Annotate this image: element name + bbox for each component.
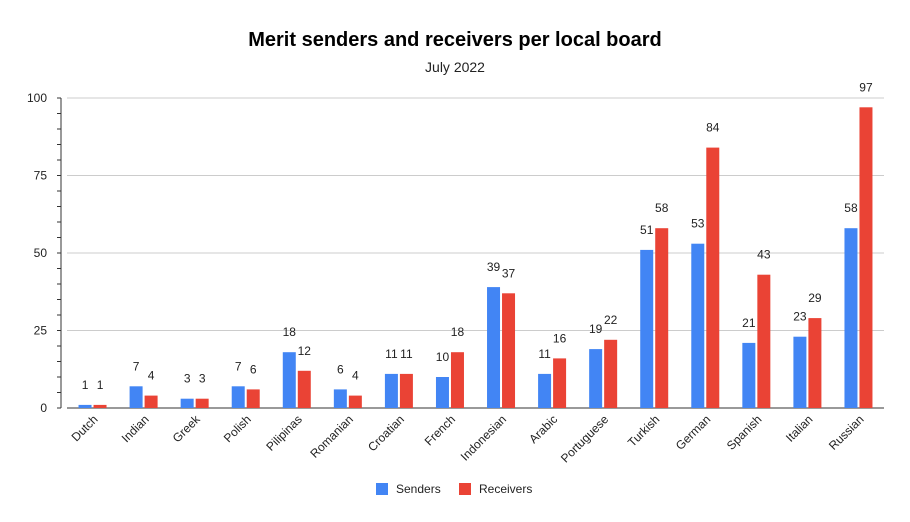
bar-senders [231,386,245,408]
data-label: 7 [235,359,242,373]
data-label: 16 [553,331,567,345]
bar-senders [384,373,398,408]
x-tick-label: Portuguese [558,412,612,466]
y-tick-label: 75 [34,169,48,183]
data-label: 29 [808,291,822,305]
data-label: 10 [436,350,450,364]
x-tick-label: Italian [783,412,816,445]
data-label: 22 [604,313,618,327]
x-tick-label: Russian [826,412,867,453]
bar-receivers [195,398,209,408]
bar-receivers [450,352,464,408]
data-label: 21 [742,316,756,330]
data-label: 11 [538,347,551,361]
y-tick-label: 25 [34,324,48,338]
data-label: 12 [298,344,312,358]
data-label: 6 [337,362,344,376]
data-label: 11 [385,347,398,361]
data-label: 51 [640,223,654,237]
x-tick-label: Greek [170,412,204,446]
data-label: 4 [148,369,155,383]
bar-receivers [706,147,720,408]
legend-swatch-receivers [459,483,471,495]
bar-senders [333,389,347,408]
bar-receivers [399,373,413,408]
bar-senders [282,352,296,408]
bar-senders [793,336,807,408]
bar-senders [538,373,552,408]
data-label: 6 [250,362,257,376]
legend-swatch-senders [376,483,388,495]
bar-receivers [655,228,669,408]
bar-receivers [859,107,873,409]
bar-senders [435,377,449,408]
data-label: 39 [487,260,501,274]
bar-receivers [93,404,107,408]
data-label: 19 [589,322,603,336]
data-label: 43 [757,248,771,262]
gridlines [67,97,884,331]
data-label: 97 [859,80,873,94]
x-tick-label: Arabic [526,412,560,446]
data-label: 37 [502,266,516,280]
x-tick-label: Spanish [724,412,765,453]
bars [78,107,873,409]
x-tick-label: German [673,412,714,453]
data-label: 3 [199,372,206,386]
bar-receivers [144,395,158,408]
x-tick-label: Pilipinas [263,412,305,454]
data-label: 23 [793,310,807,324]
bar-senders [589,349,603,408]
chart-title: Merit senders and receivers per local bo… [248,29,662,51]
bar-senders [640,249,654,408]
data-label: 3 [184,372,191,386]
bar-senders [487,287,501,408]
bar-receivers [808,318,822,408]
legend-label-senders: Senders [396,482,441,496]
data-label: 1 [82,378,89,392]
x-tick-label: Polish [221,412,254,445]
data-label: 18 [451,325,465,339]
data-label: 7 [133,359,140,373]
bar-receivers [757,274,771,408]
y-tick-label: 100 [27,91,47,105]
category-labels: Dutch Indian Greek Polish Pilipinas Romanian C… [69,412,867,466]
bar-receivers [246,389,260,408]
data-label: 11 [400,347,413,361]
bar-receivers [502,293,516,408]
x-tick-label: Turkish [625,412,662,449]
bar-senders [844,228,858,408]
bar-receivers [297,370,311,408]
data-label: 4 [352,369,359,383]
bar-senders [129,386,143,408]
bar-senders [742,342,756,408]
legend: Senders Receivers [376,482,532,496]
x-tick-label: French [422,412,458,448]
x-tick-label: Croatian [365,412,407,454]
x-tick-label: Dutch [69,412,101,444]
bar-senders [180,398,194,408]
bar-senders [691,243,705,408]
y-tick-label: 0 [40,401,47,415]
bar-receivers [348,395,362,408]
bar-receivers [604,339,618,408]
data-label: 18 [283,325,297,339]
data-label: 58 [844,201,858,215]
x-tick-label: Indonesian [458,412,509,463]
y-tick-label: 50 [34,246,48,260]
x-tick-label: Indian [119,412,152,445]
x-tick-label: Romanian [307,412,356,461]
chart-subtitle: July 2022 [425,59,485,75]
bar-senders [78,404,92,408]
data-label: 1 [97,378,104,392]
legend-label-receivers: Receivers [479,482,532,496]
data-label: 84 [706,121,720,135]
bar-receivers [553,358,567,408]
data-label: 58 [655,201,669,215]
data-label: 53 [691,217,705,231]
